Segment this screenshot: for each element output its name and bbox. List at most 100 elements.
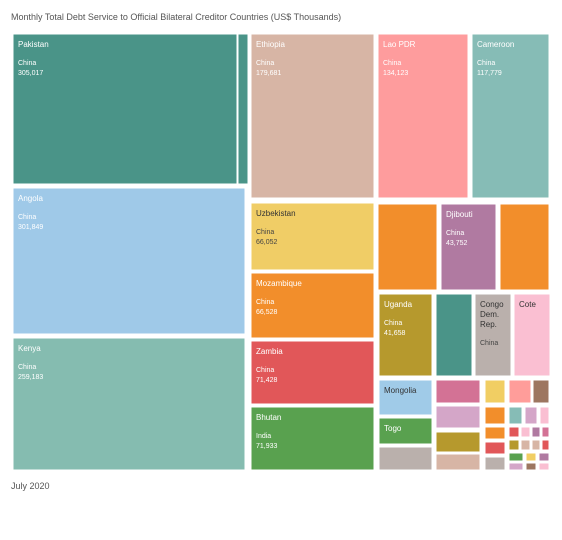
tile-creditor-label: China	[256, 60, 274, 67]
treemap-tile-minor[interactable]	[508, 462, 524, 471]
tile-country-label: Togo	[384, 424, 402, 433]
tile-country-label: Congo	[480, 300, 504, 309]
tile-rect[interactable]	[440, 203, 497, 291]
treemap-tile-mongolia[interactable]: Mongolia	[378, 379, 433, 416]
tile-creditor-label: China	[256, 367, 274, 374]
tile-creditor-label: China	[446, 230, 464, 237]
tile-rect[interactable]	[513, 293, 551, 377]
treemap-tile-uganda[interactable]: Uganda China 41,658	[378, 293, 433, 377]
tile-country-label: Cote	[519, 300, 536, 309]
treemap-tile-bhutan[interactable]: Bhutan India 71,933	[250, 406, 375, 471]
tile-value-label: 43,752	[446, 240, 468, 247]
treemap-tile-minor[interactable]	[508, 426, 520, 438]
tile-value-label: 71,933	[256, 443, 278, 450]
treemap-tile-minor[interactable]	[520, 439, 531, 451]
treemap-tile-pakistan[interactable]: Pakistan China 305,017	[12, 33, 238, 185]
tile-country-label: Pakistan	[18, 40, 49, 49]
period-label: July 2020	[11, 481, 50, 491]
treemap-tile-zambia[interactable]: Zambia China 71,428	[250, 340, 375, 405]
tile-country-label: Angola	[18, 194, 43, 203]
tile-rect[interactable]	[378, 379, 433, 416]
treemap-tile-minor[interactable]	[435, 379, 481, 404]
tile-creditor-label: China	[480, 340, 498, 347]
tile-country-label: Cameroon	[477, 40, 514, 49]
tile-rect[interactable]	[250, 33, 375, 199]
treemap-tile-minor[interactable]	[484, 406, 506, 425]
tile-country-label: Djibouti	[446, 210, 473, 219]
treemap-tile-cameroon[interactable]: Cameroon China 117,779	[471, 33, 550, 199]
treemap-tile-minor[interactable]	[508, 406, 523, 425]
treemap-tile-minor[interactable]	[435, 293, 473, 377]
tile-country-label: Ethiopia	[256, 40, 285, 49]
tile-rect[interactable]	[12, 187, 246, 335]
treemap-tile-minor[interactable]	[435, 431, 481, 453]
treemap-tile-minor[interactable]	[484, 441, 506, 455]
tile-creditor-label: China	[384, 320, 402, 327]
tile-creditor-label: China	[18, 60, 36, 67]
tile-creditor-label: India	[256, 433, 271, 440]
tile-rect[interactable]	[378, 417, 433, 445]
treemap-tile-minor[interactable]	[525, 452, 537, 462]
treemap-tile-minor[interactable]	[237, 33, 249, 185]
treemap-tile-minor[interactable]	[378, 446, 433, 471]
treemap-tile-minor[interactable]	[531, 426, 541, 438]
tile-creditor-label: China	[256, 229, 274, 236]
tile-rect[interactable]	[250, 406, 375, 471]
treemap-tile-minor[interactable]	[484, 426, 506, 440]
treemap-tile-minor[interactable]	[484, 456, 506, 471]
treemap-tile-minor[interactable]	[538, 452, 550, 462]
treemap-tile-minor[interactable]	[541, 439, 550, 451]
tile-rect[interactable]	[12, 33, 238, 185]
treemap-tile-minor[interactable]	[508, 452, 524, 462]
treemap-tile-minor[interactable]	[435, 405, 481, 429]
tile-value-label: 117,779	[477, 70, 502, 77]
tile-rect[interactable]	[250, 272, 375, 339]
treemap-tile-minor[interactable]	[541, 426, 550, 438]
treemap-tile-minor[interactable]	[531, 439, 541, 451]
tile-rect[interactable]	[377, 33, 469, 199]
tile-rect[interactable]	[378, 293, 433, 377]
treemap-tile-cote[interactable]: Cote	[513, 293, 551, 377]
treemap-tile-lao-pdr[interactable]: Lao PDR China 134,123	[377, 33, 469, 199]
treemap-tile-minor[interactable]	[435, 453, 481, 471]
tile-rect[interactable]	[474, 293, 512, 377]
treemap-tile-minor[interactable]	[508, 439, 520, 451]
tile-value-label: 259,183	[18, 374, 43, 381]
tile-creditor-label: China	[256, 299, 274, 306]
treemap-tile-minor[interactable]	[484, 379, 506, 404]
tile-country-label: Mongolia	[384, 386, 417, 395]
tile-value-label: 134,123	[383, 70, 408, 77]
tile-rect[interactable]	[12, 337, 246, 471]
tile-rect[interactable]	[250, 202, 375, 271]
tile-value-label: 301,849	[18, 224, 43, 231]
treemap-tile-minor[interactable]	[539, 406, 550, 425]
tile-country-label: Kenya	[18, 344, 41, 353]
tile-country-label: Uganda	[384, 300, 413, 309]
treemap-tile-kenya[interactable]: Kenya China 259,183	[12, 337, 246, 471]
treemap-tile-togo[interactable]: Togo	[378, 417, 433, 445]
tile-country-label: Zambia	[256, 347, 283, 356]
treemap-tile-minor[interactable]	[524, 406, 538, 425]
treemap-tile-minor[interactable]	[508, 379, 532, 404]
treemap-tile-minor[interactable]	[532, 379, 550, 404]
treemap-tile-mozambique[interactable]: Mozambique China 66,528	[250, 272, 375, 339]
treemap-tile-djibouti[interactable]: Djibouti China 43,752	[440, 203, 497, 291]
treemap-tile-minor[interactable]	[377, 203, 438, 291]
tile-creditor-label: China	[383, 60, 401, 67]
tile-value-label: 71,428	[256, 377, 278, 384]
treemap-tile-ethiopia[interactable]: Ethiopia China 179,681	[250, 33, 375, 199]
treemap-tile-uzbekistan[interactable]: Uzbekistan China 66,052	[250, 202, 375, 271]
tile-value-label: 66,528	[256, 309, 278, 316]
chart-title: Monthly Total Debt Service to Official B…	[11, 12, 342, 22]
tile-rect[interactable]	[250, 340, 375, 405]
treemap-tile-minor[interactable]	[520, 426, 531, 438]
treemap-tile-minor[interactable]	[525, 462, 537, 471]
treemap-tile-minor[interactable]	[499, 203, 550, 291]
treemap-tile-angola[interactable]: Angola China 301,849	[12, 187, 246, 335]
treemap-tile-minor[interactable]	[538, 462, 550, 471]
tile-country-label: Lao PDR	[383, 40, 416, 49]
tile-value-label: 179,681	[256, 70, 281, 77]
tile-rect[interactable]	[471, 33, 550, 199]
